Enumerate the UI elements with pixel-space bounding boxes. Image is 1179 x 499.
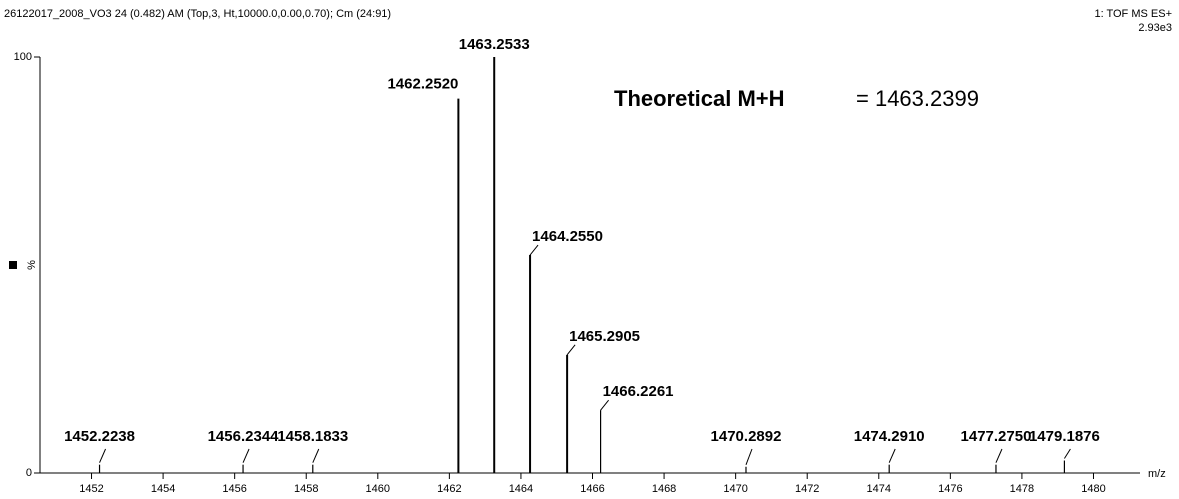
annotation-text: = 1463.2399 — [856, 86, 979, 111]
peak-label: 1462.2520 — [387, 76, 458, 93]
peak-label: 1477.2750 — [961, 428, 1032, 445]
peak-label: 1470.2892 — [711, 428, 782, 445]
x-tick-label: 1478 — [1010, 483, 1034, 495]
x-tick-label: 1474 — [867, 483, 891, 495]
x-axis-label: m/z — [1148, 468, 1166, 480]
leader — [745, 448, 753, 465]
marker-square — [9, 261, 17, 269]
y-tick-label: 0 — [26, 467, 32, 479]
leader — [242, 448, 250, 463]
peak-label: 1456.2344 — [208, 428, 280, 445]
peak-label: 1466.2261 — [603, 383, 674, 400]
peak-label: 1463.2533 — [459, 36, 530, 53]
peak-label: 1474.2910 — [854, 428, 925, 445]
y-axis-label: % — [26, 260, 38, 270]
y-tick-label: 100 — [14, 51, 32, 63]
x-tick-label: 1476 — [938, 483, 962, 495]
x-tick-label: 1454 — [151, 483, 175, 495]
x-tick-label: 1472 — [795, 483, 819, 495]
peak-label: 1458.1833 — [277, 428, 348, 445]
leader — [888, 448, 896, 463]
annotation-label: Theoretical M+H — [614, 86, 785, 111]
chart-title: 26122017_2008_VO3 24 (0.482) AM (Top,3, … — [4, 8, 391, 20]
peak-label: 1452.2238 — [64, 428, 135, 445]
peak-label: 1464.2550 — [532, 228, 603, 245]
x-tick-label: 1466 — [580, 483, 604, 495]
leader — [995, 448, 1003, 463]
peak-label: 1479.1876 — [1029, 428, 1100, 445]
intensity-label: 2.93e3 — [1138, 22, 1172, 34]
x-tick-label: 1464 — [509, 483, 533, 495]
leader — [99, 448, 106, 463]
x-tick-label: 1452 — [79, 483, 103, 495]
x-tick-label: 1470 — [723, 483, 747, 495]
x-tick-label: 1468 — [652, 483, 676, 495]
x-tick-label: 1462 — [437, 483, 461, 495]
peak-label: 1465.2905 — [569, 328, 640, 345]
x-tick-label: 1456 — [222, 483, 246, 495]
leader — [1063, 448, 1071, 459]
subtitle: 1: TOF MS ES+ — [1094, 8, 1172, 20]
x-tick-label: 1460 — [366, 483, 390, 495]
leader — [312, 448, 320, 463]
leader — [566, 344, 576, 356]
leader — [600, 399, 609, 411]
x-tick-label: 1458 — [294, 483, 318, 495]
leader — [529, 244, 539, 256]
x-tick-label: 1480 — [1081, 483, 1105, 495]
